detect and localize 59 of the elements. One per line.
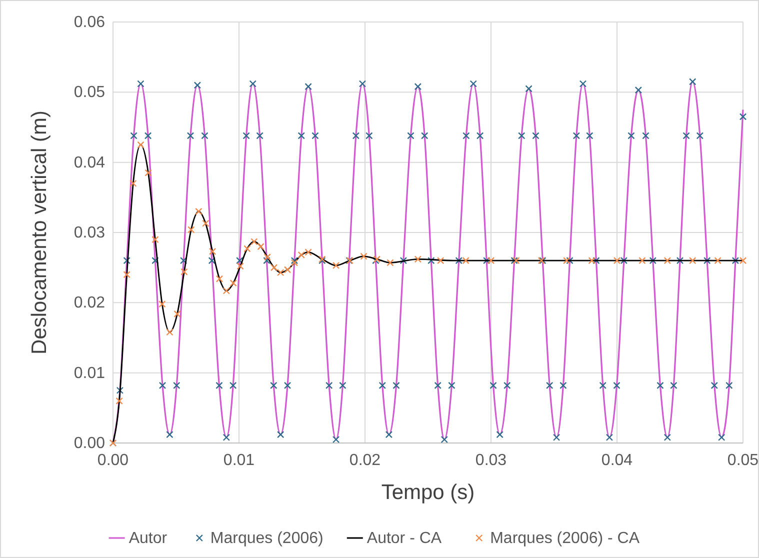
point [462,256,470,264]
x-tick-label: 0.01 [223,452,255,469]
point [414,256,422,263]
point [137,141,144,148]
point [158,300,166,308]
y-tick-label: 0.03 [74,224,106,242]
point [257,242,264,250]
point [208,248,216,256]
point [216,275,224,282]
y-tick-label: 0.02 [74,294,106,312]
point [202,220,210,227]
point [360,252,368,260]
point [386,259,394,266]
point [689,256,696,264]
point [638,256,646,264]
point [236,262,244,270]
point [739,256,747,264]
point [270,264,278,272]
line-series [112,144,744,444]
x-tick-label: 0.00 [97,452,129,469]
x-tick-label: 0.04 [601,452,633,469]
legend-label: Autor [128,530,168,547]
y-tick-label: 0.00 [74,435,106,452]
point [664,256,671,264]
y-tick-label: 0.05 [74,84,106,102]
point [166,328,174,336]
point [230,279,237,287]
x-axis-title: Tempo (s) [381,481,475,504]
point [195,208,202,216]
point [487,256,495,264]
point [174,310,181,318]
legend-label: Marques (2006) [210,530,324,547]
point [250,238,258,246]
legend-label: Autor - CA [366,530,442,547]
point [152,236,159,244]
point [264,253,271,261]
y-tick-label: 0.06 [74,14,106,31]
point [180,268,188,276]
x-tick-label: 0.03 [475,452,507,469]
point [222,287,230,294]
point [144,169,152,176]
x-tick-label: 0.05 [727,452,759,469]
point [188,226,195,234]
point [123,271,130,278]
point [563,256,570,264]
point [130,180,137,187]
point [244,245,251,252]
point [332,262,340,270]
legend-label: Marques (2006) - CA [490,530,640,547]
x-tick-label: 0.02 [349,452,381,469]
point [714,256,722,264]
y-tick-label: 0.01 [74,364,106,382]
y-tick-label: 0.04 [74,154,106,172]
point [437,256,444,264]
point [116,397,123,404]
point [290,259,298,266]
point [588,256,596,264]
point [613,256,621,264]
y-axis-title: Deslocamento vertical (m) [28,110,51,354]
